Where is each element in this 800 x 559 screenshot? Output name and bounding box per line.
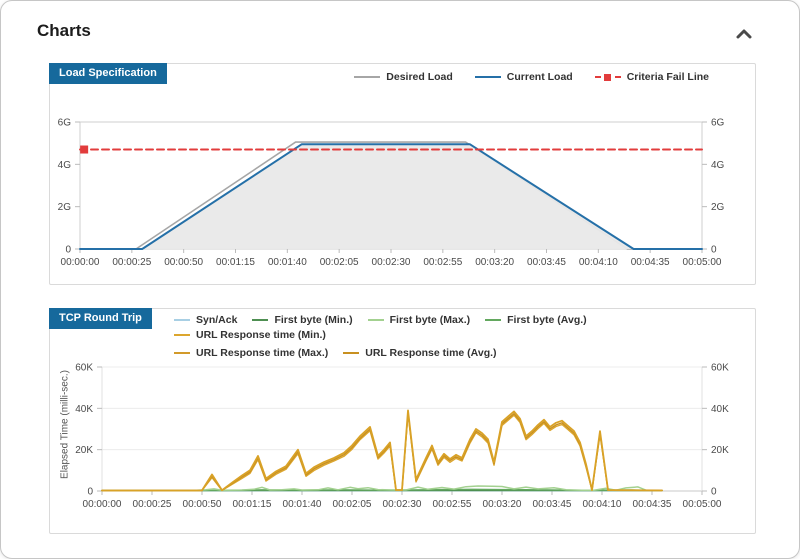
legend-item-syn-ack[interactable]: Syn/Ack [174,314,237,326]
x-tick-label: 00:03:45 [527,257,566,268]
y-tick-label: 20K [711,445,729,456]
tcp-round-trip-legend: Syn/Ack First byte (Min.) First byte (Max.… [174,314,749,359]
y-tick-label: 4G [711,160,725,171]
x-tick-label: 00:01:40 [283,499,322,510]
legend-item-url-response-time-avg[interactable]: URL Response time (Avg.) [343,347,497,359]
chart-title-badge: Load Specification [49,63,167,84]
y-tick-label: 40K [711,404,729,415]
legend-label: URL Response time (Min.) [196,329,326,341]
series-url-response-time-max [101,409,663,492]
y-tick-label: 6G [711,118,725,129]
chart-title-badge: TCP Round Trip [49,308,152,329]
legend-swatch [367,319,384,321]
legend-swatch [474,76,501,78]
legend-label: First byte (Avg.) [507,314,587,326]
x-tick-label: 00:02:05 [320,257,359,268]
x-tick-label: 00:01:15 [216,257,255,268]
legend-item-current-load[interactable]: Current Load [474,71,573,83]
legend-swatch [174,319,190,321]
x-tick-label: 00:04:35 [631,257,670,268]
legend-label: Desired Load [386,71,453,83]
legend-square-marker [604,74,612,81]
x-tick-label: 00:05:00 [683,257,722,268]
tcp-round-trip-plot: 0 0 20K 20K 40K 40K 60K 60K 00:00:00 00:00:25 00:0… [75,363,729,511]
legend-item-url-response-time-max[interactable]: URL Response time (Max.) [174,347,328,359]
x-tick-label: 00:05:00 [683,499,722,510]
x-tick-label: 00:00:00 [61,257,100,268]
y-tick-label: 0 [711,487,717,498]
chevron-up-icon [736,29,752,39]
tcp-round-trip-chart-card: TCP Round Trip Syn/Ack First byte (Min.) F… [49,308,756,534]
y-tick-label: 0 [65,245,71,256]
y-tick-label: 6G [58,118,72,129]
x-tick-label: 00:03:20 [475,257,514,268]
y-tick-label: 40K [75,404,93,415]
legend-item-desired-load[interactable]: Desired Load [354,71,453,83]
legend-swatch [343,352,360,354]
legend-item-first-byte-avg[interactable]: First byte (Avg.) [485,314,587,326]
y-tick-label: 60K [711,363,729,374]
collapse-charts-button[interactable] [733,25,755,43]
legend-label: Syn/Ack [196,314,238,326]
series-first-byte-max [101,485,663,492]
legend-label: First byte (Max.) [389,314,471,326]
legend-label: Current Load [506,71,573,83]
x-tick-label: 00:03:45 [533,499,572,510]
legend-item-first-byte-max[interactable]: First byte (Max.) [367,314,471,326]
y-tick-label: 0 [711,245,717,256]
series-current-load [79,143,703,250]
y-tick-label: 0 [87,487,93,498]
legend-item-first-byte-min[interactable]: First byte (Min.) [252,314,353,326]
legend-swatch [354,76,381,78]
load-specification-plot: 0 0 2G 2G 4G 4G 6G 6G 00:00:00 00:00:25 00:00:50 00… [58,118,725,269]
panel-header: Charts [1,1,799,61]
x-tick-label: 00:02:30 [372,257,411,268]
x-tick-label: 00:02:30 [383,499,422,510]
y-tick-label: 2G [711,202,725,213]
load-specification-chart-card: Load Specification Desired Load Current L… [49,63,756,285]
x-tick-label: 00:01:40 [268,257,307,268]
x-tick-label: 00:04:35 [633,499,672,510]
legend-label: Criteria Fail Line [626,71,709,83]
legend-swatch [485,319,502,321]
y-tick-label: 4G [58,160,72,171]
y-tick-label: 2G [58,202,72,213]
legend-swatch [174,352,190,354]
legend-label: URL Response time (Avg.) [365,347,497,359]
legend-item-url-response-time-min[interactable]: URL Response time (Min.) [174,329,326,341]
x-tick-label: 00:04:10 [583,499,622,510]
x-tick-label: 00:00:50 [164,257,203,268]
legend-label: First byte (Min.) [274,314,353,326]
x-tick-label: 00:02:55 [433,499,472,510]
x-tick-label: 00:03:20 [483,499,522,510]
load-specification-legend: Desired Load Current Load Criteria Fail Li… [354,71,709,83]
criteria-square-marker [80,145,89,154]
legend-swatch [174,334,190,336]
legend-item-criteria-fail-line[interactable]: Criteria Fail Line [594,71,709,83]
page-title: Charts [37,21,91,40]
y-tick-label: 20K [75,445,93,456]
x-tick-label: 00:00:25 [133,499,172,510]
y-tick-label: 60K [75,363,93,374]
x-tick-label: 00:01:15 [233,499,272,510]
x-tick-label: 00:02:05 [333,499,372,510]
area-fill-current-load [80,144,702,249]
x-tick-label: 00:00:25 [112,257,151,268]
legend-label: URL Response time (Max.) [196,347,329,359]
legend-swatch [594,74,621,81]
x-tick-label: 00:00:00 [83,499,122,510]
x-tick-label: 00:02:55 [423,257,462,268]
legend-swatch [252,319,269,321]
x-tick-label: 00:00:50 [183,499,222,510]
x-tick-label: 00:04:10 [579,257,618,268]
